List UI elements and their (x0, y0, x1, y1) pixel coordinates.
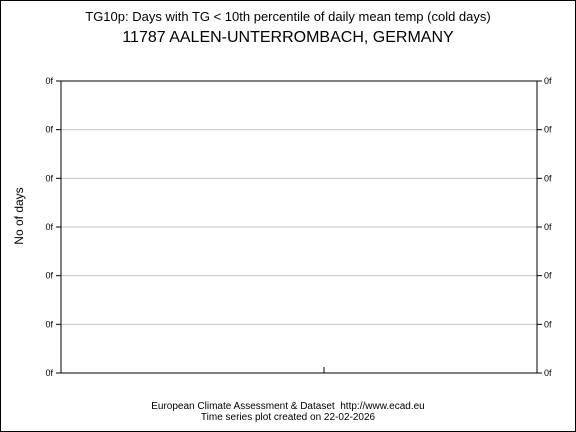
y-tick-label-right: 0f (544, 76, 552, 86)
footer-created: Time series plot created on 22-02-2026 (200, 412, 376, 423)
y-tick-label-right: 0f (544, 222, 552, 232)
y-tick-label-right: 0f (544, 173, 552, 183)
y-tick-label-left: 0f (45, 222, 53, 232)
y-ticks-right: 0f 0f 0f 0f 0f 0f 0f (537, 76, 552, 378)
y-tick-label-left: 0f (45, 319, 53, 329)
y-tick-label-left: 0f (45, 76, 53, 86)
y-tick-label-left: 0f (45, 271, 53, 281)
y-tick-label-left: 0f (45, 125, 53, 135)
chart-subtitle: 11787 AALEN-UNTERROMBACH, GERMANY (122, 29, 454, 46)
y-tick-label-right: 0f (544, 368, 552, 378)
y-tick-label-right: 0f (544, 125, 552, 135)
gridlines (61, 129, 537, 325)
y-tick-label-right: 0f (544, 319, 552, 329)
y-tick-label-right: 0f (544, 271, 552, 281)
y-tick-label-left: 0f (45, 173, 53, 183)
y-ticks-left: 0f 0f 0f 0f 0f 0f 0f (45, 76, 61, 378)
y-axis-label: No of days (12, 187, 26, 245)
footer-credit: European Climate Assessment & Dataset ht… (151, 401, 425, 412)
chart-title: TG10p: Days with TG < 10th percentile of… (85, 9, 491, 24)
y-tick-label-left: 0f (45, 368, 53, 378)
